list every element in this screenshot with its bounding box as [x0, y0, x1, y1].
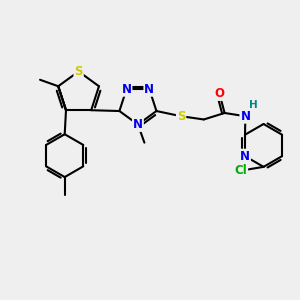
- Text: N: N: [122, 83, 131, 96]
- Text: N: N: [144, 83, 154, 96]
- Text: S: S: [177, 110, 185, 123]
- Text: N: N: [240, 110, 250, 123]
- Text: O: O: [214, 87, 224, 100]
- Text: Cl: Cl: [235, 164, 247, 177]
- Text: N: N: [240, 150, 250, 163]
- Text: H: H: [249, 100, 258, 110]
- Text: N: N: [133, 118, 143, 131]
- Text: S: S: [74, 65, 83, 78]
